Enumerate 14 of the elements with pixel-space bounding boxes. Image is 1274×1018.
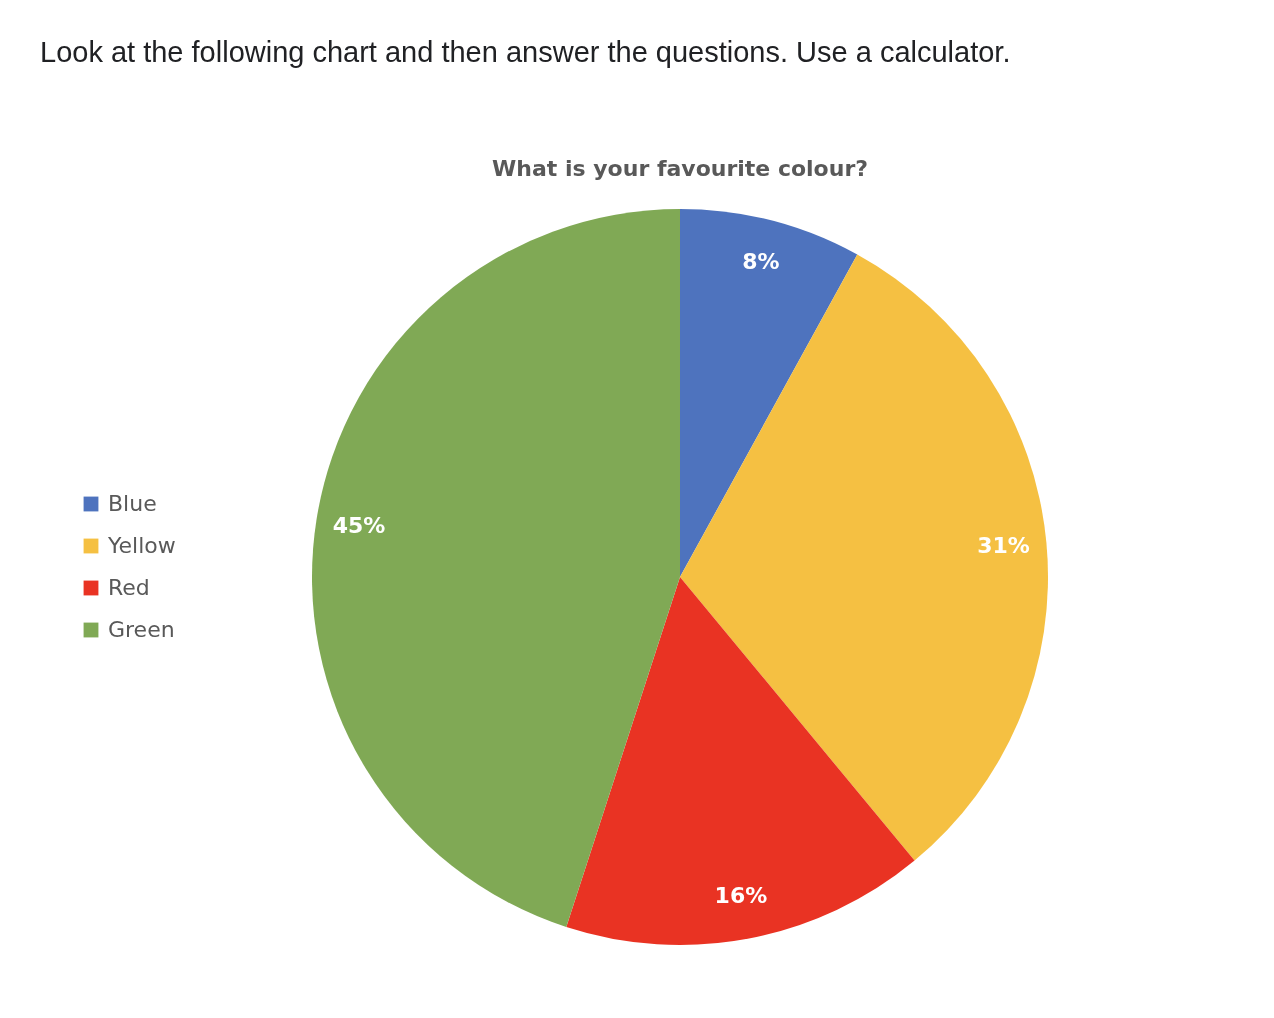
- legend-label: Green: [108, 617, 175, 642]
- pie-slice: [680, 254, 1048, 861]
- pie-slice: [566, 577, 915, 945]
- data-label: 31%: [977, 533, 1030, 559]
- data-label: 16%: [714, 883, 768, 909]
- text: Look at the following chart and then answer the questions. Use a calculator.: [40, 36, 1011, 69]
- chart-title: What is your favourite colour?: [492, 156, 868, 181]
- pie-slice: [312, 209, 680, 927]
- pie-slice: [680, 209, 858, 577]
- data-label: 45%: [332, 513, 386, 539]
- legend-label: Red: [108, 575, 150, 600]
- data-label: 8%: [742, 249, 780, 275]
- legend-label: Yellow: [107, 533, 176, 558]
- legend-label: Blue: [108, 491, 157, 516]
